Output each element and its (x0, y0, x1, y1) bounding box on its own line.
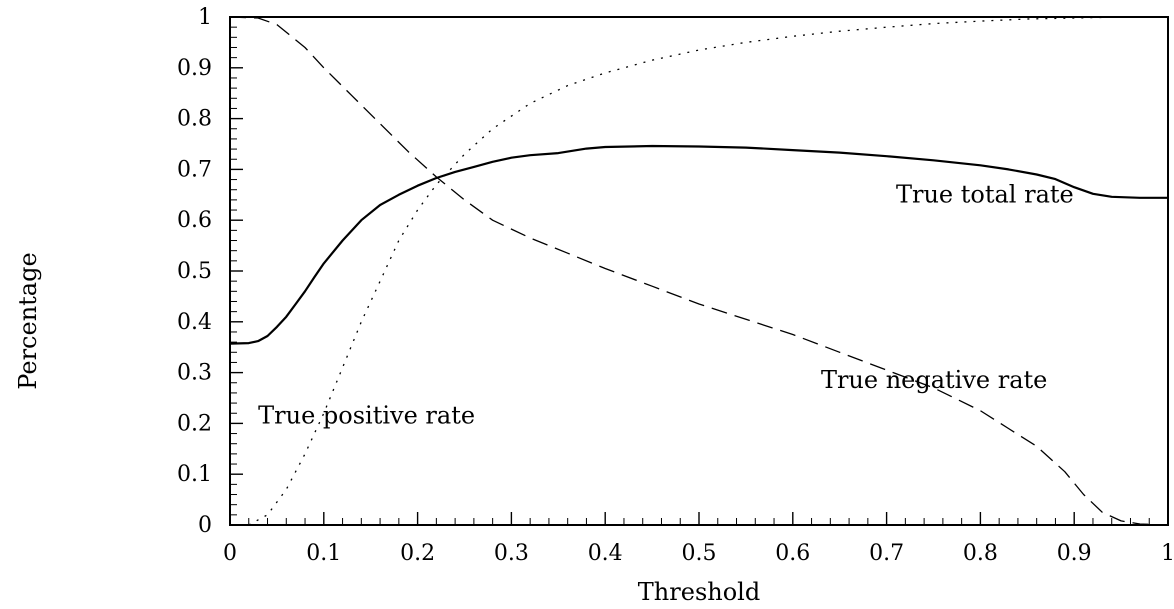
y-axis-label: Percentage (14, 252, 42, 389)
y-tick-label: 0.1 (177, 462, 212, 487)
series-annotations: True total rate True negative rate True po… (258, 180, 1074, 429)
series-line-true-positive-rate (248, 16, 1168, 526)
x-axis-label: Threshold (638, 578, 760, 606)
y-tick-label: 0.4 (177, 310, 212, 335)
major-ticks (229, 16, 1169, 526)
x-tick-label: 1 (1161, 541, 1174, 566)
minor-ticks (230, 26, 1150, 525)
y-tick-label: 0.2 (177, 411, 212, 436)
series-line-true-negative-rate (229, 16, 1169, 526)
y-tick-label: 0.5 (177, 259, 212, 284)
x-tick-label: 0.5 (682, 541, 717, 566)
annotation-true-negative-rate: True negative rate (821, 366, 1047, 394)
y-tick-label: 0.9 (177, 56, 212, 81)
series-lines (229, 16, 1169, 526)
x-tick-label: 0.6 (775, 541, 810, 566)
plot-frame (229, 16, 1169, 526)
x-tick-label: 0.8 (963, 541, 998, 566)
y-tick-label: 0 (198, 513, 212, 538)
y-tick-label: 0.6 (177, 208, 212, 233)
series-line-true-total-rate (229, 144, 1168, 345)
x-tick-label: 0.4 (588, 541, 623, 566)
y-tick-label: 0.7 (177, 157, 212, 182)
tick-labels: 0 0.1 0.2 0.3 0.4 0.5 0.6 0.7 0.8 0.9 1 0 0.1 0.2 0.3 0… (177, 5, 1174, 566)
annotation-true-positive-rate: True positive rate (258, 401, 475, 429)
x-tick-label: 0.3 (494, 541, 529, 566)
x-tick-label: 0.2 (400, 541, 435, 566)
y-tick-label: 0.8 (177, 107, 212, 132)
x-tick-label: 0.1 (306, 541, 341, 566)
x-tick-label: 0.7 (869, 541, 904, 566)
y-tick-label: 0.3 (177, 361, 212, 386)
x-tick-label: 0.9 (1057, 541, 1092, 566)
x-tick-label: 0 (223, 541, 237, 566)
y-tick-label: 1 (198, 5, 212, 30)
annotation-true-total-rate: True total rate (896, 180, 1074, 208)
